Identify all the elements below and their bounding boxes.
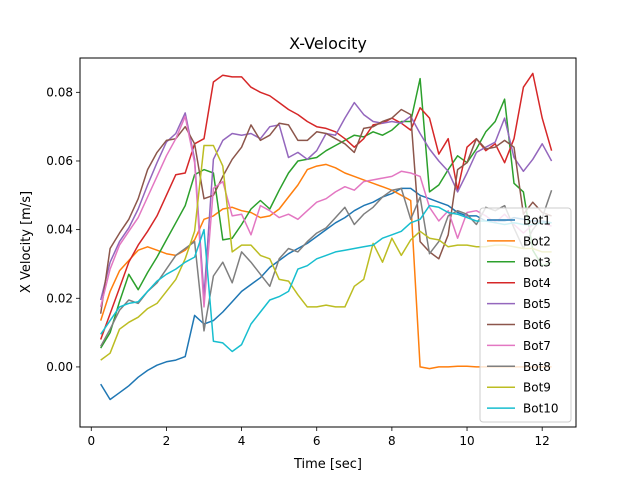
legend-label-bot7: Bot7 (523, 339, 551, 353)
x-tick-label: 2 (163, 434, 171, 448)
legend-label-bot2: Bot2 (523, 234, 551, 248)
x-tick-label: 4 (238, 434, 246, 448)
legend-label-bot3: Bot3 (523, 255, 551, 269)
legend-label-bot6: Bot6 (523, 318, 551, 332)
y-tick-label: 0.08 (46, 85, 73, 99)
y-tick-label: 0.04 (46, 223, 73, 237)
y-axis-ticks: 0.00 0.02 0.04 0.06 0.08 (46, 85, 80, 374)
legend-label-bot10: Bot10 (523, 402, 559, 416)
series-line-bot3 (100, 77, 552, 349)
x-tick-label: 12 (535, 434, 550, 448)
legend-label-bot5: Bot5 (523, 297, 551, 311)
legend-label-bot4: Bot4 (523, 276, 551, 290)
legend-label-bot8: Bot8 (523, 360, 551, 374)
series-line-bot9 (100, 144, 552, 361)
series-line-bot8 (100, 187, 553, 347)
x-axis-label: Time [sec] (293, 457, 362, 472)
x-tick-label: 0 (87, 434, 95, 448)
x-tick-label: 8 (388, 434, 396, 448)
legend: Bot1 Bot2 Bot3 Bot4 Bot5 Bot6 Bot7 Bot8 Bot9 Bot1… (479, 207, 572, 423)
plot-lines (99, 72, 553, 401)
y-tick-label: 0.00 (46, 360, 73, 374)
x-axis-ticks: 0 2 4 6 8 10 12 (87, 427, 550, 448)
y-axis-label: X Velocity [m/s] (19, 191, 34, 293)
series-line-bot10 (100, 204, 552, 353)
x-tick-label: 10 (459, 434, 474, 448)
y-tick-label: 0.02 (46, 291, 73, 305)
legend-label-bot1: Bot1 (523, 214, 551, 228)
legend-label-bot9: Bot9 (523, 381, 551, 395)
chart-title: X-Velocity (289, 34, 367, 53)
series-line-bot7 (99, 115, 552, 308)
x-tick-label: 6 (313, 434, 321, 448)
plot-frame (79, 57, 577, 428)
series-line-bot1 (100, 187, 552, 401)
y-tick-label: 0.06 (46, 154, 73, 168)
